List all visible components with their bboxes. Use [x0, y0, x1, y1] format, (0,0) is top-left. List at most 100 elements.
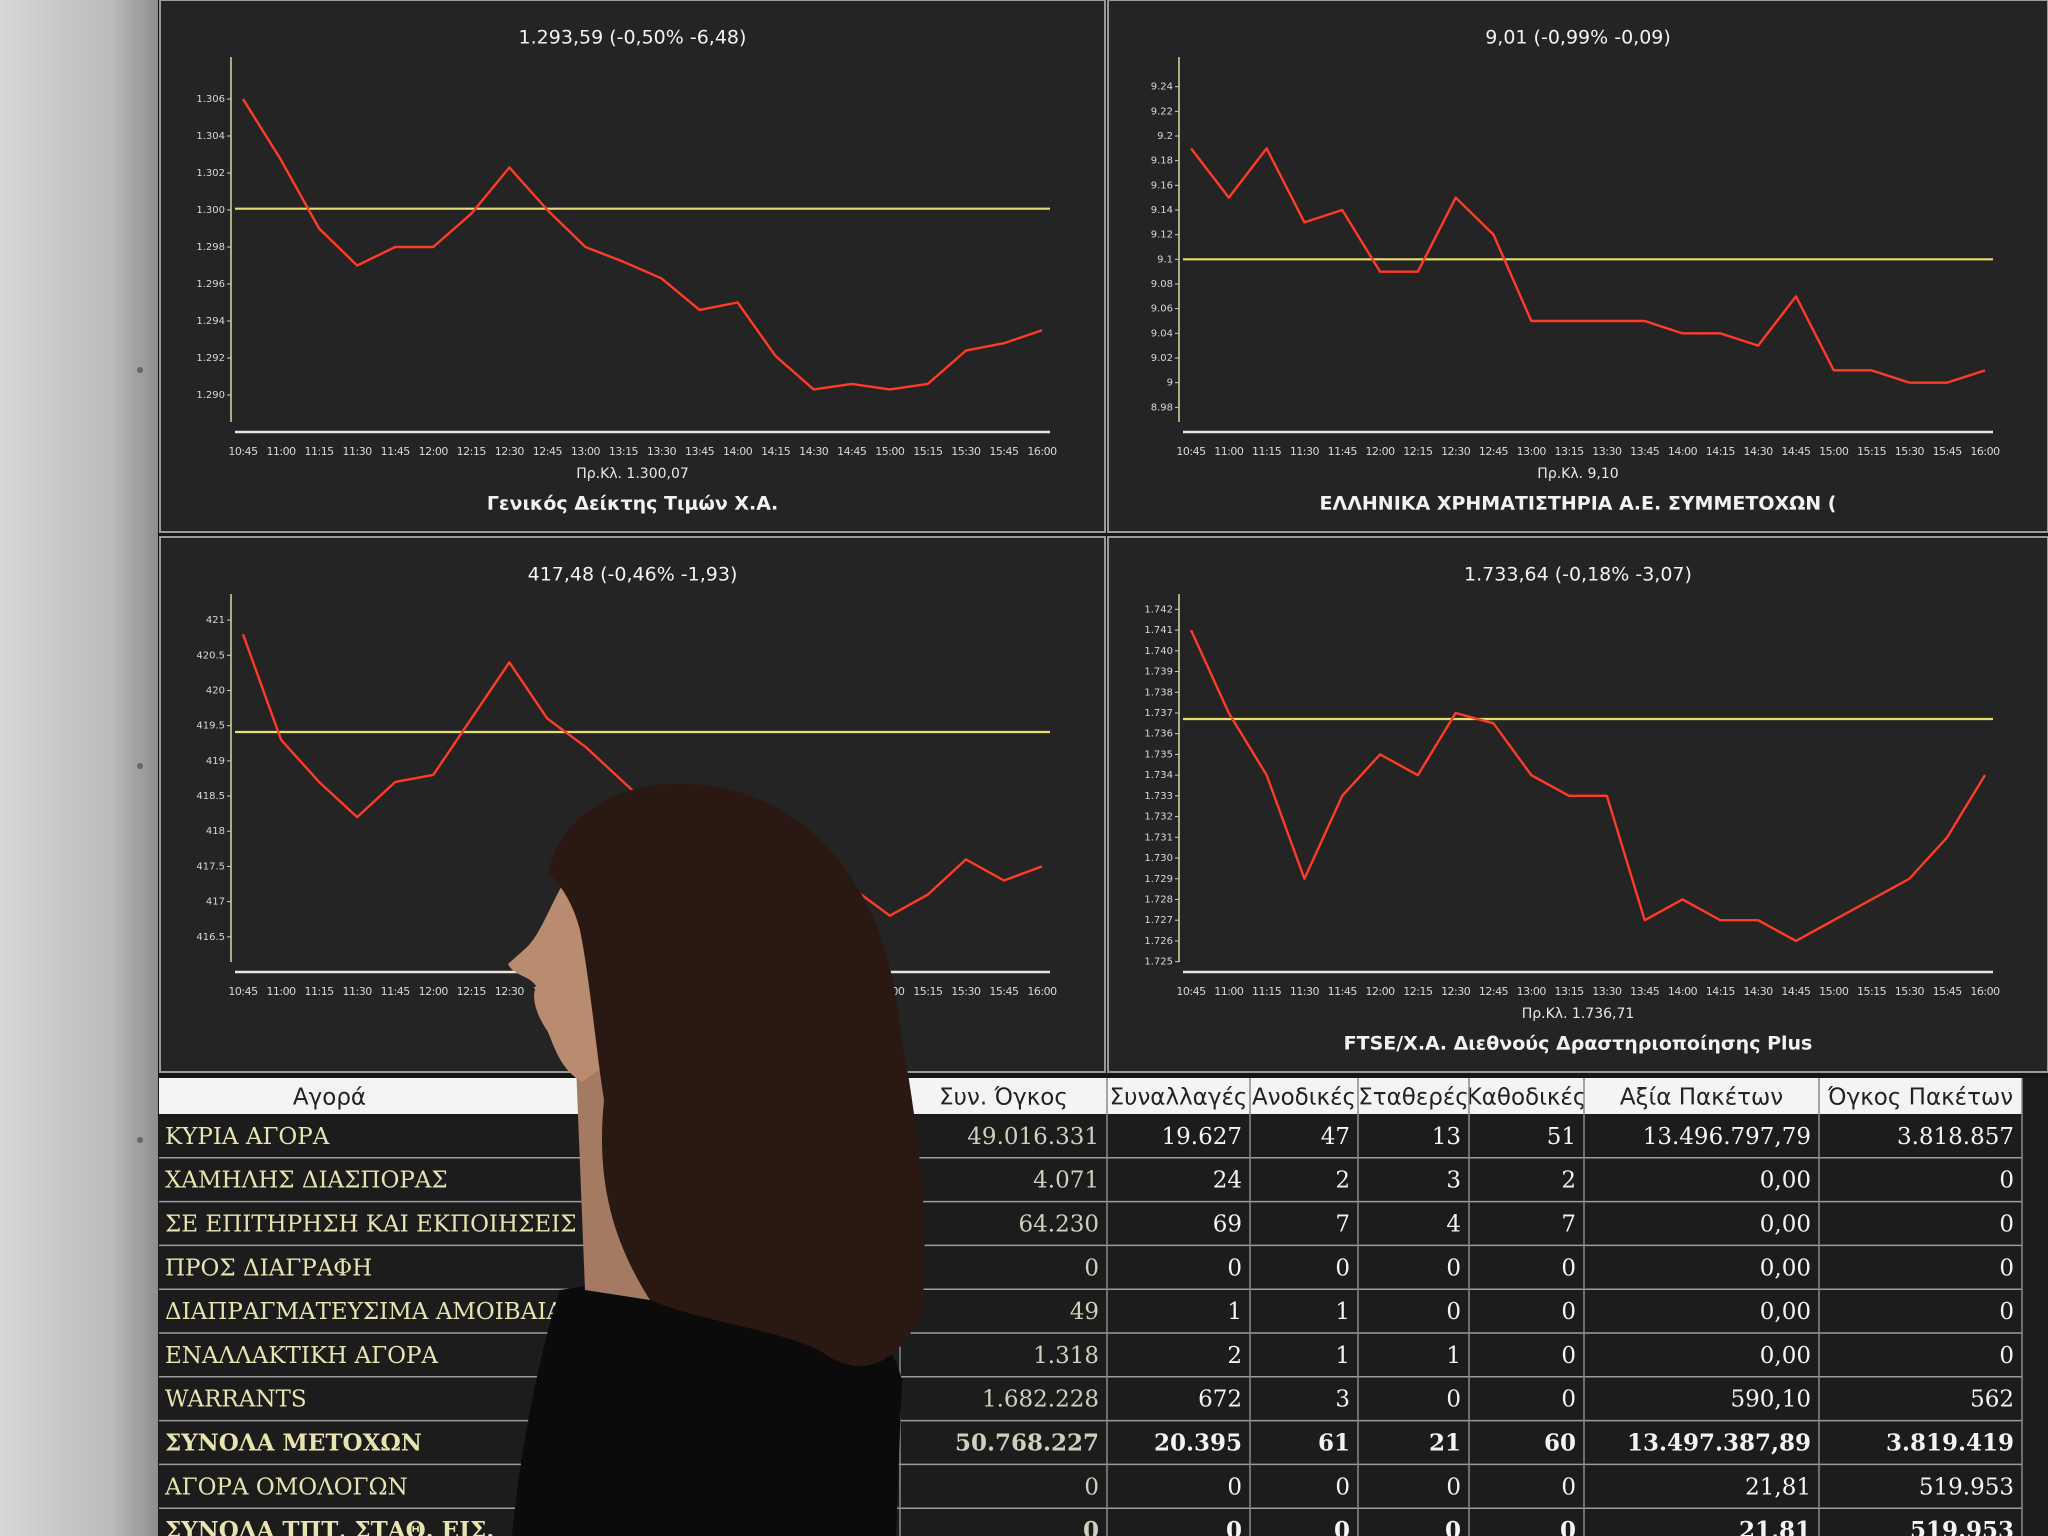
y-tick-label: 1.304	[196, 131, 225, 142]
table-cell: 0,00	[1760, 1212, 1811, 1238]
x-tick-label: 12:30	[495, 985, 525, 998]
y-tick-label: 1.738	[1144, 687, 1173, 698]
table-cell: 0	[1334, 1517, 1350, 1536]
x-tick-label: 12:30	[1441, 445, 1471, 458]
table-cell: 1	[1335, 1299, 1350, 1325]
chart-subtitle: ΕΛΛΗΝΙΚΑ ΧΡΗΜΑΤΙΣΤΗΡΙΑ Α.Ε. ΣΥΜΜΕΤΟΧΩΝ (	[1320, 493, 1837, 515]
column-header: Σταθερές	[1358, 1085, 1469, 1111]
x-tick-label: 14:45	[837, 445, 867, 458]
table-cell: 590,10	[1731, 1387, 1811, 1413]
x-tick-label: 11:00	[266, 445, 296, 458]
x-tick-label: 11:00	[266, 985, 296, 998]
x-tick-label: 12:15	[1403, 445, 1433, 458]
table-cell: 2	[1335, 1168, 1350, 1194]
table-cell: 4.071	[1033, 1168, 1099, 1194]
y-tick-label: 1.728	[1144, 894, 1173, 905]
table-cell: 49	[1070, 1299, 1099, 1325]
table-cell: ΑΓΟΡΑ ΟΜΟΛΟΓΩΝ	[164, 1474, 408, 1500]
y-tick-label: 1.733	[1144, 791, 1173, 802]
x-tick-label: 14:15	[1706, 985, 1736, 998]
y-tick-label: 1.734	[1144, 770, 1173, 781]
y-tick-label: 1.298	[196, 242, 225, 253]
x-tick-label: 15:30	[951, 445, 981, 458]
y-tick-label: 1.292	[196, 353, 225, 364]
table-cell: 21,81	[1739, 1517, 1811, 1536]
y-tick-label: 9.24	[1151, 82, 1173, 93]
y-tick-label: 8.98	[1151, 402, 1173, 413]
x-tick-label: 15:00	[875, 445, 905, 458]
table-cell: 0	[1446, 1255, 1461, 1281]
x-tick-label: 13:30	[647, 445, 677, 458]
table-cell: 2	[1561, 1168, 1576, 1194]
table-cell: 0	[1335, 1255, 1350, 1281]
x-tick-label: 12:00	[419, 985, 449, 998]
x-tick-label: 14:45	[1781, 445, 1811, 458]
y-tick-label: 1.726	[1144, 936, 1173, 947]
table-cell: 1.318	[1033, 1343, 1099, 1369]
table-cell: 64.230	[1019, 1212, 1099, 1238]
y-tick-label: 416.5	[196, 932, 225, 943]
x-tick-label: 12:45	[1479, 985, 1509, 998]
x-tick-label: 14:15	[761, 445, 791, 458]
x-tick-label: 14:00	[723, 445, 753, 458]
table-cell: 672	[1198, 1387, 1242, 1413]
x-tick-label: 14:30	[799, 445, 829, 458]
x-tick-label: 16:00	[1970, 445, 2000, 458]
table-cell: 0	[1561, 1387, 1576, 1413]
y-tick-label: 1.300	[196, 205, 225, 216]
x-tick-label: 11:30	[343, 445, 373, 458]
table-cell: 0	[1446, 1387, 1461, 1413]
table-cell: 0	[1561, 1299, 1576, 1325]
y-tick-label: 9.02	[1151, 353, 1173, 364]
column-header: Όγκος Πακέτων	[1827, 1085, 2013, 1111]
screw	[137, 367, 143, 373]
table-cell: 7	[1561, 1212, 1576, 1238]
x-tick-label: 12:15	[1403, 985, 1433, 998]
y-tick-label: 420.5	[196, 650, 225, 661]
y-tick-label: 1.742	[1144, 604, 1173, 615]
x-tick-label: 10:45	[1176, 985, 1206, 998]
column-header: Ανοδικές	[1252, 1085, 1356, 1111]
price-line	[241, 98, 1043, 391]
table-cell: ΔΙΑΠΡΑΓΜΑΤΕΥΣΙΜΑ ΑΜΟΙΒΑΙΑ Κ	[165, 1299, 588, 1325]
screw	[137, 763, 143, 769]
table-cell: WARRANTS	[165, 1387, 307, 1413]
x-tick-label: 11:30	[1290, 445, 1320, 458]
table-cell: 0,00	[1760, 1168, 1811, 1194]
x-tick-label: 13:00	[1517, 445, 1547, 458]
x-tick-label: 13:45	[1630, 985, 1660, 998]
table-row: ΣΥΝΟΛΑ ΤΠΤ, ΣΤΑΘ. ΕΙΣ. 0 0 0 0 0 21,81 519.953	[165, 1517, 2014, 1536]
x-tick-label: 11:00	[1214, 445, 1244, 458]
y-tick-label: 9.14	[1151, 205, 1173, 216]
y-tick-label: 419.5	[196, 721, 225, 732]
x-tick-label: 10:45	[228, 445, 258, 458]
x-tick-label: 12:30	[1441, 985, 1471, 998]
y-tick-label: 9.18	[1151, 156, 1173, 167]
x-tick-label: 15:30	[1895, 985, 1925, 998]
x-tick-label: 15:45	[1933, 985, 1963, 998]
table-cell: 0	[1446, 1474, 1461, 1500]
y-tick-label: 1.730	[1144, 853, 1173, 864]
table-cell: 0	[1561, 1255, 1576, 1281]
x-tick-label: 12:45	[533, 445, 563, 458]
table-cell: 50.768.227	[955, 1430, 1099, 1457]
x-tick-label: 13:15	[609, 445, 639, 458]
y-tick-label: 1.740	[1144, 646, 1173, 657]
table-cell: 0	[1083, 1517, 1099, 1536]
table-cell: 519.953	[1910, 1517, 2014, 1536]
table-cell: 2	[1227, 1343, 1242, 1369]
table-cell: 47	[1321, 1124, 1350, 1150]
x-tick-label: 14:30	[1744, 985, 1774, 998]
panel-bg	[1107, 0, 2048, 533]
market-table: Αγορά Συν. Όγκος Συναλλαγές Ανοδικές Σταθερέ…	[159, 1078, 2048, 1536]
y-tick-label: 1.735	[1144, 749, 1173, 760]
x-tick-label: 15:30	[951, 985, 981, 998]
y-tick-label: 9.2	[1157, 131, 1173, 142]
table-cell: 1	[1227, 1299, 1242, 1325]
table-cell: 0	[1445, 1517, 1461, 1536]
x-tick-label: 14:15	[1706, 445, 1736, 458]
table-cell: 0,00	[1760, 1255, 1811, 1281]
table-row: ΧΑΜΗΛΗΣ ΔΙΑΣΠΟΡΑΣ 4.071 24 2 3 2 0,00 0	[159, 1168, 2022, 1203]
table-cell: 3	[1335, 1387, 1350, 1413]
header-bg	[159, 1078, 2022, 1114]
